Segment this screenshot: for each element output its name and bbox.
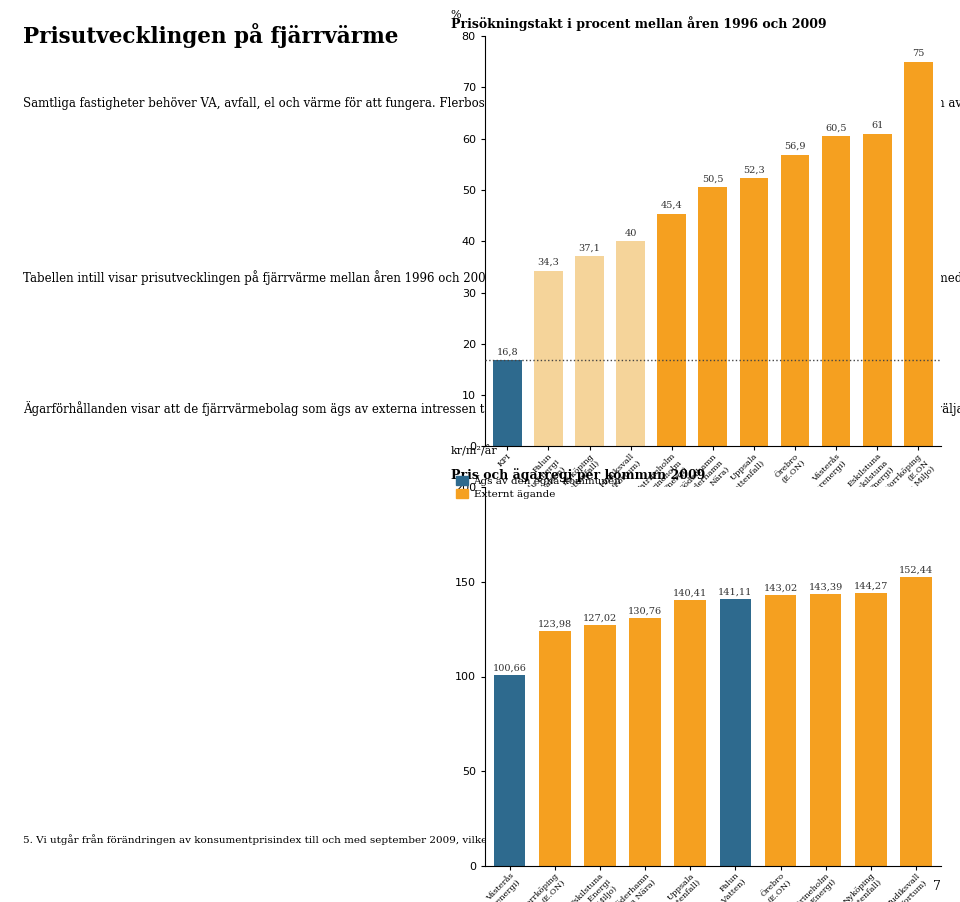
Text: Prisutvecklingen på fjärrvärme: Prisutvecklingen på fjärrvärme — [23, 23, 398, 48]
Bar — [658, 214, 686, 446]
Bar — [720, 599, 751, 866]
Text: 144,27: 144,27 — [853, 582, 888, 591]
Text: %: % — [450, 10, 461, 20]
Text: 127,02: 127,02 — [583, 614, 617, 623]
Text: Tabellen intill visar prisutvecklingen på fjärrvärme mellan åren 1996 och 2009. : Tabellen intill visar prisutvecklingen p… — [23, 271, 960, 285]
Text: 34,3: 34,3 — [538, 258, 560, 267]
Bar — [575, 256, 604, 446]
Text: 5. Vi utgår från förändringen av konsumentprisindex till och med september 2009,: 5. Vi utgår från förändringen av konsume… — [23, 834, 887, 845]
Text: 141,11: 141,11 — [718, 587, 753, 596]
Bar — [699, 188, 727, 446]
Bar — [903, 61, 932, 446]
Text: 60,5: 60,5 — [826, 124, 847, 133]
Bar — [616, 242, 645, 446]
Bar — [739, 179, 768, 446]
Bar — [863, 133, 892, 446]
Bar — [855, 593, 887, 866]
Bar — [539, 631, 570, 866]
Text: Prisökningstakt i procent mellan åren 1996 och 2009: Prisökningstakt i procent mellan åren 19… — [450, 16, 827, 31]
Text: 75: 75 — [912, 49, 924, 58]
Bar — [822, 136, 851, 446]
Text: kr/m²/år: kr/m²/år — [450, 446, 497, 456]
Text: 130,76: 130,76 — [628, 607, 662, 616]
Bar — [780, 154, 809, 446]
Bar — [493, 360, 522, 446]
Text: 16,8: 16,8 — [496, 347, 518, 356]
Bar — [900, 577, 932, 866]
Text: 50,5: 50,5 — [702, 175, 724, 184]
Text: 37,1: 37,1 — [579, 244, 601, 253]
Text: 140,41: 140,41 — [673, 589, 708, 598]
Text: 123,98: 123,98 — [538, 620, 572, 629]
Bar — [675, 600, 706, 866]
Bar — [534, 271, 563, 446]
Bar — [629, 618, 660, 866]
Text: Ägarförhållanden visar att de fjärrvärmebolag som ägs av externa intressen tende: Ägarförhållanden visar att de fjärrvärme… — [23, 401, 960, 417]
Text: Pris och ägarregi per kommun 2009: Pris och ägarregi per kommun 2009 — [450, 468, 705, 482]
Text: Samtliga fastigheter behöver VA, avfall, el och värme för att fungera. Flerbosta: Samtliga fastigheter behöver VA, avfall,… — [23, 95, 960, 109]
Text: 52,3: 52,3 — [743, 166, 765, 175]
Bar — [810, 594, 842, 866]
Legend: Ägs av den egna kommunen, Externt ägande: Ägs av den egna kommunen, Externt ägande — [456, 475, 621, 499]
Text: 61: 61 — [871, 121, 883, 130]
Text: 56,9: 56,9 — [784, 142, 805, 151]
Text: 40: 40 — [624, 229, 636, 238]
Text: 45,4: 45,4 — [660, 201, 683, 210]
Bar — [493, 676, 525, 866]
Text: 7: 7 — [933, 880, 941, 893]
Text: 143,39: 143,39 — [808, 583, 843, 592]
Bar — [584, 625, 615, 866]
Text: 152,44: 152,44 — [899, 566, 933, 575]
Text: 100,66: 100,66 — [492, 664, 527, 673]
Text: 143,02: 143,02 — [763, 584, 798, 593]
Bar — [765, 595, 797, 866]
